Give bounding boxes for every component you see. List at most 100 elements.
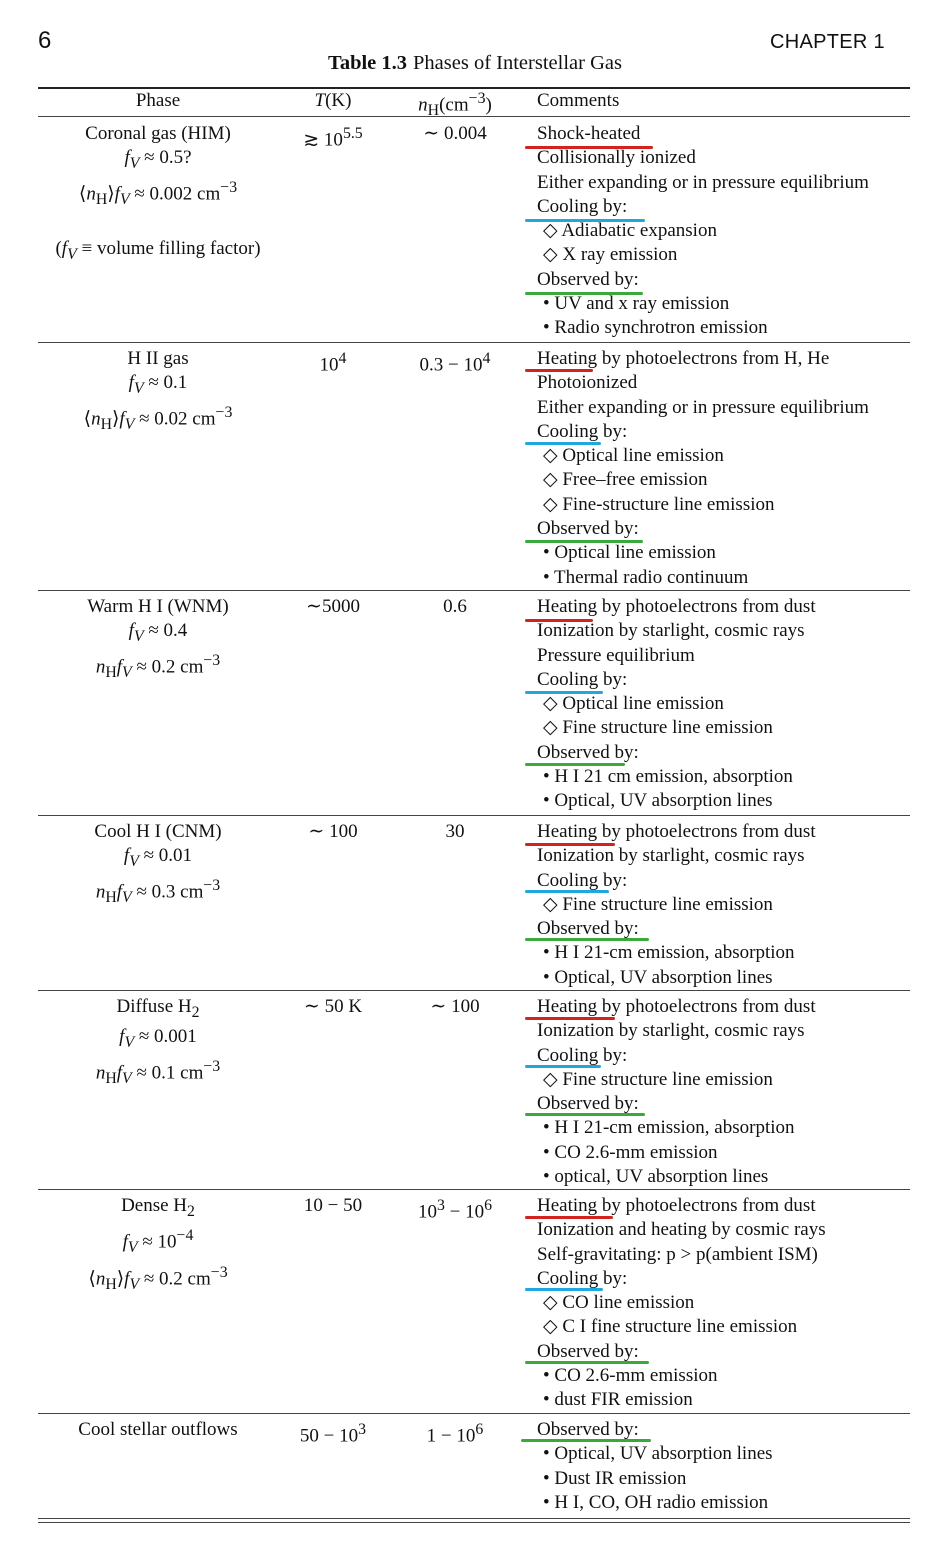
phase-cell: Cool stellar outflows [38, 1418, 278, 1442]
phase-name: Cool H I (CNM) [94, 821, 222, 842]
comment-line: • Radio synchrotron emission [543, 317, 768, 339]
comment-line: • Optical line emission [543, 542, 716, 564]
comment-line: ◇ CO line emission [543, 1292, 695, 1314]
heating-underline [525, 843, 615, 846]
page-number: 6 [38, 27, 52, 54]
comment-line: • Optical, UV absorption lines [543, 966, 773, 988]
comment-line: Photoionized [537, 372, 638, 394]
phase-name: Diffuse H2 [116, 996, 200, 1021]
col-header-density: nH(cm−3) [418, 90, 492, 120]
comment-line: Cooling by: [537, 1267, 628, 1289]
comment-line: • Dust IR emission [543, 1467, 687, 1489]
comment-line: ◇ Fine-structure line emission [543, 493, 775, 515]
comment-line: ◇ Fine structure line emission [543, 893, 773, 915]
comment-line: Heating by photoelectrons from dust [537, 1195, 816, 1216]
comment-line: ◇ Fine structure line emission [543, 1068, 773, 1090]
comment-line: Cooling by: [537, 195, 628, 217]
row-divider [38, 1413, 910, 1414]
comments-cell: Shock-heated Collisionally ionized Eithe… [537, 122, 917, 341]
observed-underline [521, 1439, 651, 1442]
comment-line: Shock-heated [537, 123, 641, 144]
phase-mean-density: nHfV ≈ 0.1 cm−3 [95, 1058, 221, 1088]
phase-cell: Coronal gas (HIM) fV ≈ 0.5? ⟨nH⟩fV ≈ 0.0… [38, 122, 278, 267]
temperature-cell: ∼ 50 K [303, 996, 363, 1017]
phase-filling-factor: fV ≈ 0.4 [128, 620, 188, 646]
phase-name: H II gas [127, 348, 189, 369]
col-header-phase: Phase [135, 90, 181, 111]
phase-name: Coronal gas (HIM) [85, 123, 231, 144]
comment-line: Heating by photoelectrons from dust [537, 821, 816, 842]
table-bottom-rule [38, 1518, 910, 1519]
row-divider [38, 990, 910, 991]
density-cell: 103 − 106 [417, 1197, 493, 1223]
comments-cell: Heating by photoelectrons from dust Ioni… [537, 995, 917, 1189]
comment-line: ◇ Adiabatic expansion [543, 220, 717, 242]
cooling-underline [525, 890, 609, 893]
phase-name: Dense H2 [121, 1195, 195, 1220]
observed-underline [525, 763, 625, 766]
phase-footnote: (fV ≡ volume filling factor) [55, 238, 261, 263]
row-divider [38, 1189, 910, 1190]
comment-line: Cooling by: [537, 668, 628, 690]
comment-line: Ionization by starlight, cosmic rays [537, 845, 805, 867]
comment-line: Observed by: [537, 268, 639, 290]
phase-filling-factor: fV ≈ 0.5? [124, 147, 192, 173]
comment-line: • UV and x ray emission [543, 293, 730, 315]
phase-filling-factor: fV ≈ 10−4 [122, 1227, 194, 1257]
density-cell: 0.3 − 104 [419, 350, 491, 376]
comment-line: Observed by: [537, 1419, 639, 1440]
observed-underline [525, 938, 649, 941]
comment-line: ◇ Fine structure line emission [543, 717, 773, 739]
comment-line: Observed by: [537, 918, 639, 940]
chapter-label: CHAPTER 1 [770, 31, 885, 53]
heating-underline [525, 1216, 613, 1219]
density-cell: 1 − 106 [426, 1421, 484, 1447]
comment-line: Self-gravitating: p > p(ambient ISM) [537, 1243, 818, 1265]
observed-underline [525, 540, 643, 543]
phase-cell: Warm H I (WNM) fV ≈ 0.4 nHfV ≈ 0.2 cm−3 [38, 595, 278, 686]
comment-line: ◇ Free–free emission [543, 469, 708, 491]
comment-line: • H I 21 cm emission, absorption [543, 766, 793, 788]
phase-cell: Cool H I (CNM) fV ≈ 0.01 nHfV ≈ 0.3 cm−3 [38, 820, 278, 911]
density-cell: ∼ 100 [430, 996, 480, 1017]
comments-cell: Heating by photoelectrons from dust Ioni… [537, 820, 917, 990]
phase-cell: Dense H2 fV ≈ 10−4 ⟨nH⟩fV ≈ 0.2 cm−3 [38, 1194, 278, 1297]
phase-cell: H II gas fV ≈ 0.1 ⟨nH⟩fV ≈ 0.02 cm−3 [38, 347, 278, 438]
comment-line: • H I 21-cm emission, absorption [543, 942, 795, 964]
comment-line: • optical, UV absorption lines [543, 1166, 769, 1188]
comment-line: Heating by photoelectrons from dust [537, 996, 816, 1017]
comment-line: ◇ C I fine structure line emission [543, 1316, 798, 1338]
comment-line: Observed by: [537, 1340, 639, 1362]
heating-underline [525, 369, 593, 372]
comment-line: • CO 2.6-mm emission [543, 1141, 718, 1163]
cooling-underline [525, 442, 601, 445]
density-cell: 0.6 [443, 596, 467, 617]
comment-line: Either expanding or in pressure equilibr… [537, 171, 869, 193]
observed-underline [525, 1113, 645, 1116]
comment-line: Ionization by starlight, cosmic rays [537, 1020, 805, 1042]
cooling-underline [525, 219, 645, 222]
comment-line: ◇ Optical line emission [543, 445, 724, 467]
temperature-cell: ∼5000 [306, 596, 360, 617]
comment-line: ◇ X ray emission [543, 244, 678, 266]
comment-line: • H I 21-cm emission, absorption [543, 1117, 795, 1139]
comment-line: Collisionally ionized [537, 147, 696, 169]
phase-filling-factor: fV ≈ 0.001 [119, 1026, 197, 1051]
phase-filling-factor: fV ≈ 0.1 [128, 372, 188, 398]
cooling-underline [525, 691, 603, 694]
comment-line: • Optical, UV absorption lines [543, 1443, 773, 1465]
phase-name: Cool stellar outflows [78, 1419, 238, 1440]
comment-line: Ionization and heating by cosmic rays [537, 1219, 826, 1241]
row-divider [38, 590, 910, 591]
temperature-cell: ∼ 100 [308, 821, 358, 842]
temperature-cell: ≳ 105.5 [303, 125, 363, 151]
comment-line: • H I, CO, OH radio emission [543, 1491, 769, 1513]
comment-line: Observed by: [537, 1093, 639, 1115]
density-cell: ∼ 0.004 [423, 123, 487, 144]
comment-line: Heating by photoelectrons from H, He [537, 348, 830, 369]
cooling-underline [525, 1065, 601, 1068]
comment-line: Observed by: [537, 741, 639, 763]
comment-line: Heating by photoelectrons from dust [537, 596, 816, 617]
phase-name: Warm H I (WNM) [87, 596, 229, 617]
comment-line: Either expanding or in pressure equilibr… [537, 396, 869, 418]
